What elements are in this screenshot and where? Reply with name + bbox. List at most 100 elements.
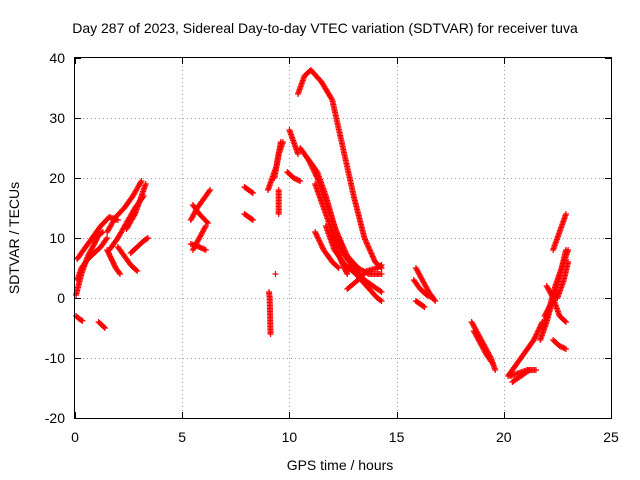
data-point (309, 165, 316, 172)
data-point (103, 236, 110, 243)
grid (75, 58, 611, 418)
data-point (312, 230, 319, 237)
track-t40 (509, 367, 533, 385)
data-point (248, 189, 255, 196)
data-point (532, 367, 539, 373)
track-t11 (123, 181, 149, 232)
track-t22 (266, 289, 274, 337)
data-point (310, 166, 317, 173)
data-point (490, 361, 497, 367)
data-point (317, 240, 324, 247)
data-point (561, 318, 568, 324)
data-point (249, 217, 256, 223)
x-tick-label: 10 (282, 429, 298, 445)
y-tick-label: 40 (49, 50, 65, 66)
data-point (378, 289, 385, 295)
data-point (378, 298, 385, 304)
data-point (248, 216, 255, 223)
data-point (420, 303, 427, 310)
x-tick-label: 15 (389, 429, 405, 445)
data-point (562, 211, 569, 217)
track-t14 (189, 202, 211, 226)
x-tick-label: 25 (603, 429, 619, 445)
data-point (562, 346, 569, 352)
data-point (532, 332, 539, 339)
data-point (562, 319, 569, 325)
track-t24 (286, 127, 301, 157)
data-point (421, 304, 428, 310)
data-point (305, 157, 312, 163)
data-point (526, 367, 533, 373)
data-point (138, 178, 145, 184)
data-point (116, 269, 123, 276)
data-point (308, 163, 315, 170)
data-point (565, 247, 572, 253)
data-point (117, 271, 124, 277)
track-t30 (327, 229, 351, 277)
data-point (308, 162, 315, 169)
data-point (249, 190, 256, 196)
x-axis-label: GPS time / hours (287, 457, 394, 473)
track-t20 (275, 187, 282, 217)
data-point (318, 242, 325, 249)
y-axis-label: SDTVAR / TECUs (6, 182, 22, 294)
track-t19 (271, 139, 286, 181)
y-tick-label: 10 (49, 230, 65, 246)
track-t2 (74, 214, 121, 262)
data-point (310, 168, 317, 175)
data-point (312, 229, 319, 235)
data-point (202, 224, 209, 231)
data-point (565, 259, 572, 265)
data-point (377, 262, 384, 269)
data-point (525, 367, 532, 374)
y-tick-label: -20 (45, 410, 65, 426)
data-point (272, 271, 279, 277)
x-tick-label: 5 (178, 429, 186, 445)
track-t31 (312, 229, 342, 271)
data-point (313, 173, 320, 180)
data-point (530, 337, 537, 343)
track-t8 (104, 247, 124, 277)
track-t32 (344, 262, 385, 292)
data-point (314, 234, 321, 241)
track-t12 (187, 187, 214, 223)
track-t3 (74, 235, 111, 283)
data-point (328, 95, 335, 102)
data-point (314, 233, 321, 240)
data-point (134, 268, 141, 274)
y-tick-label: 30 (49, 110, 65, 126)
data-point (378, 271, 385, 277)
data-point (335, 265, 342, 271)
data-point (297, 178, 304, 184)
data-point (307, 161, 314, 168)
track-t13 (189, 223, 209, 253)
data-point (102, 325, 109, 331)
data-point (275, 187, 282, 193)
data-point (267, 331, 274, 337)
data-point (533, 331, 540, 338)
track-t45 (543, 283, 569, 325)
data-point (377, 288, 384, 295)
data-point (492, 367, 499, 373)
track-t27 (305, 157, 385, 277)
chart-title: Day 287 of 2023, Sidereal Day-to-day VTE… (72, 20, 578, 36)
data-point (307, 159, 314, 166)
data-point (315, 235, 322, 242)
data-point (279, 139, 286, 145)
data-point (202, 247, 209, 253)
data-point (344, 271, 351, 277)
data-point (137, 179, 144, 186)
y-tick-label: 20 (49, 170, 65, 186)
data-point (534, 330, 541, 337)
track-t5 (95, 319, 109, 331)
data-point (318, 241, 325, 248)
data-point (343, 269, 350, 276)
plot-frame (74, 57, 612, 419)
data-point (316, 237, 323, 244)
data-points (73, 67, 572, 385)
data-point (311, 169, 318, 176)
track-t9 (114, 244, 141, 274)
track-t37 (470, 328, 497, 367)
data-point (100, 324, 107, 330)
track-t6 (104, 178, 145, 235)
